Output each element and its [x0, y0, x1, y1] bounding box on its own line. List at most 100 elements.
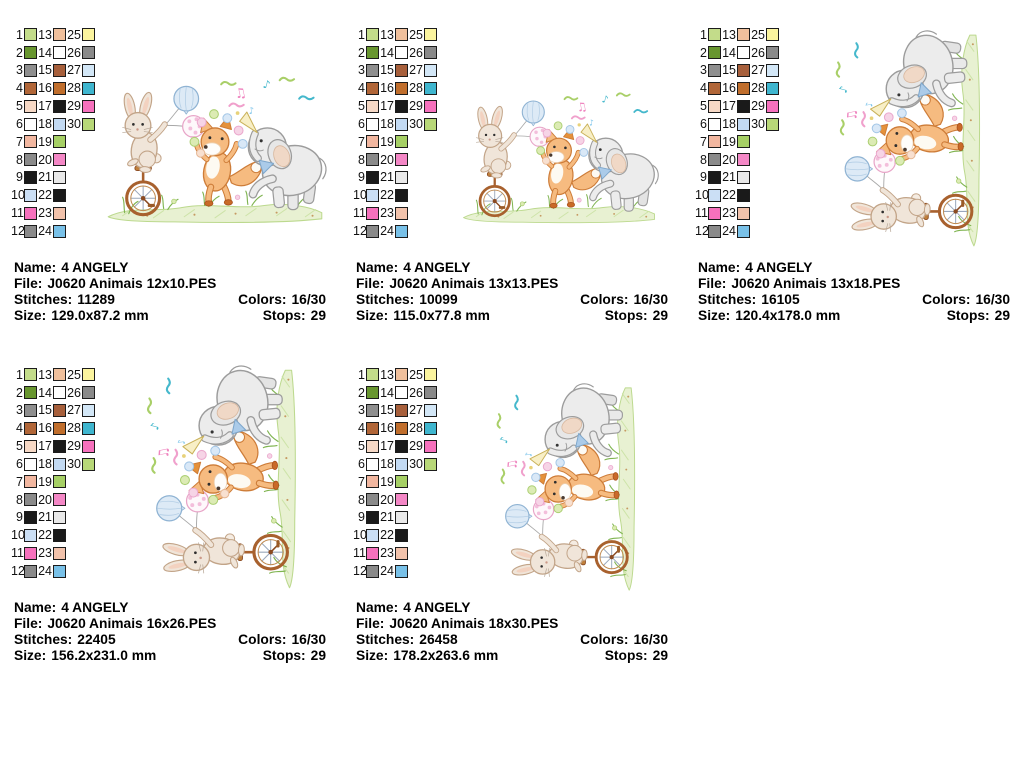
palette-swatch[interactable] [53, 511, 66, 525]
palette-swatch[interactable] [53, 493, 66, 507]
palette-swatch[interactable] [24, 28, 37, 42]
palette-swatch[interactable] [366, 117, 379, 131]
palette-swatch[interactable] [737, 64, 750, 78]
palette-swatch[interactable] [24, 64, 37, 78]
palette-swatch[interactable] [24, 529, 37, 543]
palette-swatch[interactable] [366, 135, 379, 149]
palette-swatch[interactable] [395, 224, 408, 238]
palette-swatch[interactable] [24, 368, 37, 382]
palette-swatch[interactable] [708, 81, 721, 95]
palette-swatch[interactable] [24, 439, 37, 453]
palette-swatch[interactable] [366, 493, 379, 507]
palette-swatch[interactable] [737, 171, 750, 185]
palette-swatch[interactable] [53, 189, 66, 203]
palette-swatch[interactable] [24, 564, 37, 578]
palette-swatch[interactable] [395, 386, 408, 400]
palette-swatch[interactable] [395, 64, 408, 78]
palette-swatch[interactable] [366, 153, 379, 167]
palette-swatch[interactable] [366, 189, 379, 203]
palette-swatch[interactable] [24, 99, 37, 113]
palette-swatch[interactable] [766, 117, 779, 131]
palette-swatch[interactable] [24, 135, 37, 149]
palette-swatch[interactable] [366, 99, 379, 113]
palette-swatch[interactable] [82, 439, 95, 453]
palette-swatch[interactable] [737, 135, 750, 149]
palette-swatch[interactable] [366, 64, 379, 78]
palette-swatch[interactable] [24, 206, 37, 220]
palette-swatch[interactable] [82, 404, 95, 418]
palette-swatch[interactable] [708, 189, 721, 203]
palette-swatch[interactable] [708, 117, 721, 131]
palette-swatch[interactable] [366, 475, 379, 489]
palette-swatch[interactable] [53, 206, 66, 220]
palette-swatch[interactable] [708, 206, 721, 220]
palette-swatch[interactable] [424, 28, 437, 42]
palette-swatch[interactable] [395, 99, 408, 113]
palette-swatch[interactable] [24, 171, 37, 185]
palette-swatch[interactable] [366, 206, 379, 220]
palette-swatch[interactable] [53, 117, 66, 131]
palette-swatch[interactable] [53, 64, 66, 78]
palette-swatch[interactable] [53, 81, 66, 95]
palette-swatch[interactable] [366, 171, 379, 185]
palette-swatch[interactable] [708, 224, 721, 238]
palette-swatch[interactable] [53, 529, 66, 543]
palette-swatch[interactable] [82, 46, 95, 60]
palette-swatch[interactable] [395, 206, 408, 220]
palette-swatch[interactable] [24, 404, 37, 418]
palette-swatch[interactable] [366, 546, 379, 560]
palette-swatch[interactable] [395, 189, 408, 203]
palette-swatch[interactable] [366, 81, 379, 95]
palette-swatch[interactable] [737, 189, 750, 203]
palette-swatch[interactable] [737, 46, 750, 60]
palette-swatch[interactable] [395, 457, 408, 471]
palette-swatch[interactable] [24, 153, 37, 167]
palette-swatch[interactable] [737, 206, 750, 220]
palette-swatch[interactable] [24, 189, 37, 203]
palette-swatch[interactable] [424, 368, 437, 382]
palette-swatch[interactable] [395, 368, 408, 382]
palette-swatch[interactable] [24, 475, 37, 489]
palette-swatch[interactable] [82, 457, 95, 471]
palette-swatch[interactable] [24, 511, 37, 525]
palette-swatch[interactable] [24, 421, 37, 435]
palette-swatch[interactable] [24, 81, 37, 95]
palette-swatch[interactable] [82, 64, 95, 78]
palette-swatch[interactable] [366, 421, 379, 435]
palette-swatch[interactable] [395, 439, 408, 453]
palette-swatch[interactable] [424, 439, 437, 453]
palette-swatch[interactable] [708, 153, 721, 167]
palette-swatch[interactable] [53, 153, 66, 167]
palette-swatch[interactable] [82, 421, 95, 435]
palette-swatch[interactable] [395, 475, 408, 489]
palette-swatch[interactable] [366, 224, 379, 238]
palette-swatch[interactable] [708, 171, 721, 185]
palette-swatch[interactable] [766, 28, 779, 42]
palette-swatch[interactable] [24, 117, 37, 131]
palette-swatch[interactable] [366, 46, 379, 60]
palette-swatch[interactable] [53, 564, 66, 578]
palette-swatch[interactable] [53, 171, 66, 185]
palette-swatch[interactable] [366, 28, 379, 42]
palette-swatch[interactable] [708, 64, 721, 78]
palette-swatch[interactable] [366, 457, 379, 471]
palette-swatch[interactable] [366, 386, 379, 400]
palette-swatch[interactable] [737, 28, 750, 42]
palette-swatch[interactable] [395, 529, 408, 543]
palette-swatch[interactable] [24, 386, 37, 400]
palette-swatch[interactable] [366, 511, 379, 525]
palette-swatch[interactable] [53, 368, 66, 382]
palette-swatch[interactable] [395, 511, 408, 525]
palette-swatch[interactable] [366, 564, 379, 578]
palette-swatch[interactable] [424, 457, 437, 471]
palette-swatch[interactable] [24, 46, 37, 60]
palette-swatch[interactable] [424, 421, 437, 435]
palette-swatch[interactable] [766, 81, 779, 95]
palette-swatch[interactable] [737, 117, 750, 131]
palette-swatch[interactable] [53, 421, 66, 435]
palette-swatch[interactable] [395, 46, 408, 60]
palette-swatch[interactable] [424, 99, 437, 113]
palette-swatch[interactable] [53, 439, 66, 453]
palette-swatch[interactable] [53, 457, 66, 471]
palette-swatch[interactable] [366, 529, 379, 543]
